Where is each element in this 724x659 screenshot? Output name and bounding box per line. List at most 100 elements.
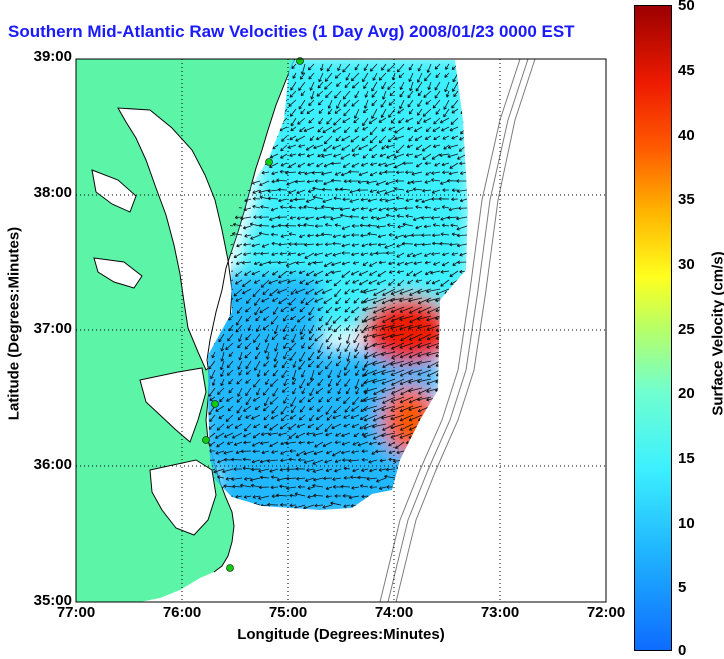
velocity-arrow <box>242 225 252 230</box>
velocity-arrow <box>303 504 315 510</box>
velocity-arrow <box>341 144 351 151</box>
velocity-arrow <box>363 387 378 394</box>
velocity-arrow <box>314 179 324 183</box>
velocity-arrow <box>432 126 441 132</box>
velocity-arrow <box>357 441 369 447</box>
velocity-arrow <box>381 126 387 132</box>
velocity-arrow <box>352 153 360 157</box>
velocity-arrow <box>245 414 252 419</box>
velocity-arrow <box>330 216 342 221</box>
velocity-arrow <box>350 270 360 276</box>
velocity-arrow <box>245 333 252 341</box>
velocity-arrow <box>416 72 423 83</box>
velocity-arrow <box>351 423 360 428</box>
velocity-arrow <box>298 205 306 210</box>
velocity-arrow <box>333 324 342 333</box>
velocity-arrow <box>342 494 351 498</box>
velocity-arrow <box>289 108 297 117</box>
velocity-arrow <box>268 260 279 265</box>
velocity-arrow <box>262 324 270 330</box>
velocity-arrow <box>289 90 297 98</box>
velocity-arrow <box>352 441 360 446</box>
velocity-arrow <box>290 315 297 321</box>
velocity-arrow <box>376 189 387 194</box>
velocity-arrow <box>215 450 225 455</box>
velocity-arrow <box>388 261 396 266</box>
velocity-arrow <box>382 423 396 431</box>
velocity-arrow <box>357 180 369 184</box>
velocity-arrow <box>286 486 297 490</box>
velocity-arrow <box>307 423 315 429</box>
velocity-arrow <box>384 162 396 168</box>
velocity-arrow <box>277 187 288 192</box>
velocity-arrow <box>355 387 360 395</box>
velocity-arrow <box>372 351 387 358</box>
velocity-arrow <box>456 243 468 248</box>
velocity-arrow <box>323 135 333 145</box>
velocity-arrow <box>270 315 279 325</box>
velocity-arrow <box>426 306 441 314</box>
velocity-arrow <box>309 414 315 422</box>
velocity-arrow <box>372 360 387 366</box>
velocity-arrow <box>234 423 243 429</box>
velocity-arrow <box>339 187 351 192</box>
velocity-arrow <box>417 396 432 402</box>
velocity-arrow <box>325 360 333 370</box>
velocity-arrow <box>340 153 351 160</box>
velocity-arrow <box>361 468 369 472</box>
velocity-arrow <box>243 405 252 412</box>
velocity-arrow <box>362 117 369 127</box>
velocity-arrow <box>431 197 441 201</box>
velocity-arrow <box>243 432 252 438</box>
velocity-arrow <box>369 135 378 144</box>
velocity-arrow <box>359 223 369 228</box>
velocity-arrow <box>372 324 387 330</box>
velocity-arrow <box>370 162 378 167</box>
colorbar-tick: 50 <box>678 0 695 14</box>
velocity-arrow <box>312 468 324 473</box>
velocity-arrow <box>288 432 297 439</box>
velocity-arrow <box>265 378 270 386</box>
velocity-arrow <box>415 162 423 168</box>
velocity-arrow <box>408 369 423 376</box>
velocity-arrow <box>271 333 279 340</box>
velocity-arrow <box>252 449 261 454</box>
velocity-arrow <box>457 260 468 265</box>
velocity-arrow <box>363 81 369 89</box>
velocity-arrow <box>307 494 315 499</box>
velocity-arrow <box>423 90 432 98</box>
velocity-arrow <box>367 232 378 236</box>
velocity-arrow <box>363 369 378 377</box>
velocity-arrow <box>280 414 288 422</box>
velocity-arrow <box>251 459 261 464</box>
velocity-arrow <box>260 205 270 209</box>
velocity-arrow <box>324 459 333 464</box>
velocity-arrow <box>421 144 432 152</box>
velocity-arrow <box>276 477 288 482</box>
velocity-arrow <box>433 117 441 125</box>
velocity-arrow <box>371 153 378 158</box>
velocity-arrow <box>267 502 279 507</box>
velocity-arrow <box>375 449 387 454</box>
velocity-arrow <box>363 414 378 422</box>
velocity-arrow <box>385 180 396 186</box>
velocity-arrow <box>344 297 351 304</box>
velocity-arrow <box>421 242 432 247</box>
velocity-arrow <box>368 144 378 152</box>
velocity-arrow <box>388 441 396 447</box>
velocity-arrow <box>226 423 234 429</box>
velocity-arrow <box>360 288 369 294</box>
velocity-arrow <box>253 423 261 429</box>
velocity-arrow <box>352 468 360 473</box>
velocity-arrow <box>269 153 279 159</box>
velocity-arrow <box>278 242 288 247</box>
velocity-arrow <box>358 171 369 177</box>
velocity-arrow <box>450 117 459 125</box>
velocity-arrow <box>324 423 333 432</box>
velocity-arrow <box>362 108 369 114</box>
velocity-arrow <box>269 468 279 473</box>
velocity-arrow <box>360 252 369 257</box>
velocity-arrow <box>217 459 225 464</box>
y-tick-label: 37:00 <box>33 320 72 337</box>
velocity-arrow <box>345 279 351 285</box>
